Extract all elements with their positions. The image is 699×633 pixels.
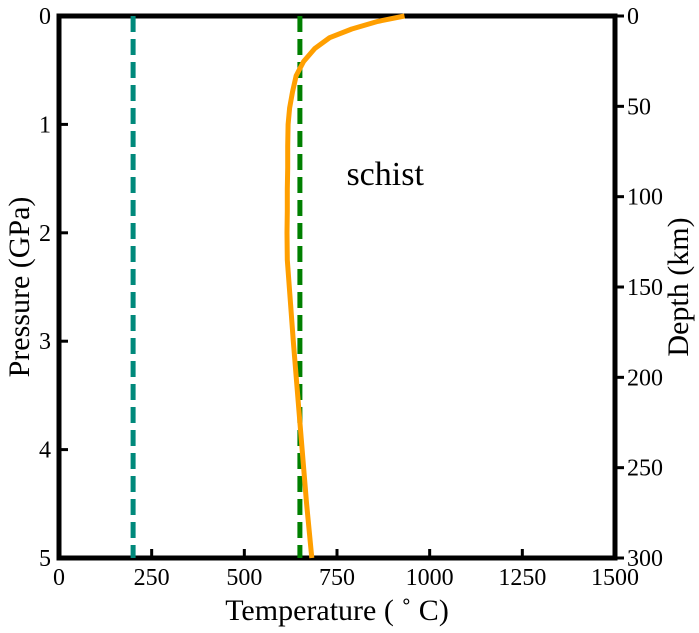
- x-tick-label: 1000: [406, 565, 454, 591]
- x-axis-title: Temperature ( ˚ C): [225, 594, 449, 627]
- ticks-group: 0 250 500 750 1000 1250 1500012345050100150200…: [39, 4, 663, 591]
- plot-frame: [56, 13, 618, 561]
- x-tick-label: 500: [226, 565, 262, 591]
- x-tick-label: 250: [134, 565, 170, 591]
- y-tick-label: 2: [39, 221, 51, 247]
- annotation-schist: schist: [346, 156, 424, 193]
- y2-axis-title: Depth (km): [662, 217, 695, 356]
- y2-tick-label: 200: [627, 365, 663, 391]
- y-tick-label: 0: [39, 4, 51, 30]
- y2-tick-label: 250: [627, 456, 663, 482]
- series-group: [130, 13, 405, 559]
- x-tick-label: 1250: [498, 565, 546, 591]
- y-tick-label: 4: [39, 438, 51, 464]
- y2-tick-label: 100: [627, 185, 663, 211]
- y2-tick-label: 50: [627, 94, 651, 120]
- y-tick-label: 3: [39, 329, 51, 355]
- temperature-profile-line: [284, 13, 405, 559]
- x-tick-label: 0: [53, 565, 65, 591]
- x-tick-label: 1500: [591, 565, 639, 591]
- y-axis-title: Pressure (GPa): [3, 197, 36, 378]
- y2-tick-label: 150: [627, 275, 663, 301]
- x-tick-label: 750: [319, 565, 355, 591]
- y-tick-label: 5: [39, 546, 51, 572]
- y-tick-label: 1: [39, 112, 51, 138]
- y2-tick-label: 300: [627, 546, 663, 572]
- y2-tick-label: 0: [627, 4, 639, 30]
- plot-area: [56, 13, 618, 561]
